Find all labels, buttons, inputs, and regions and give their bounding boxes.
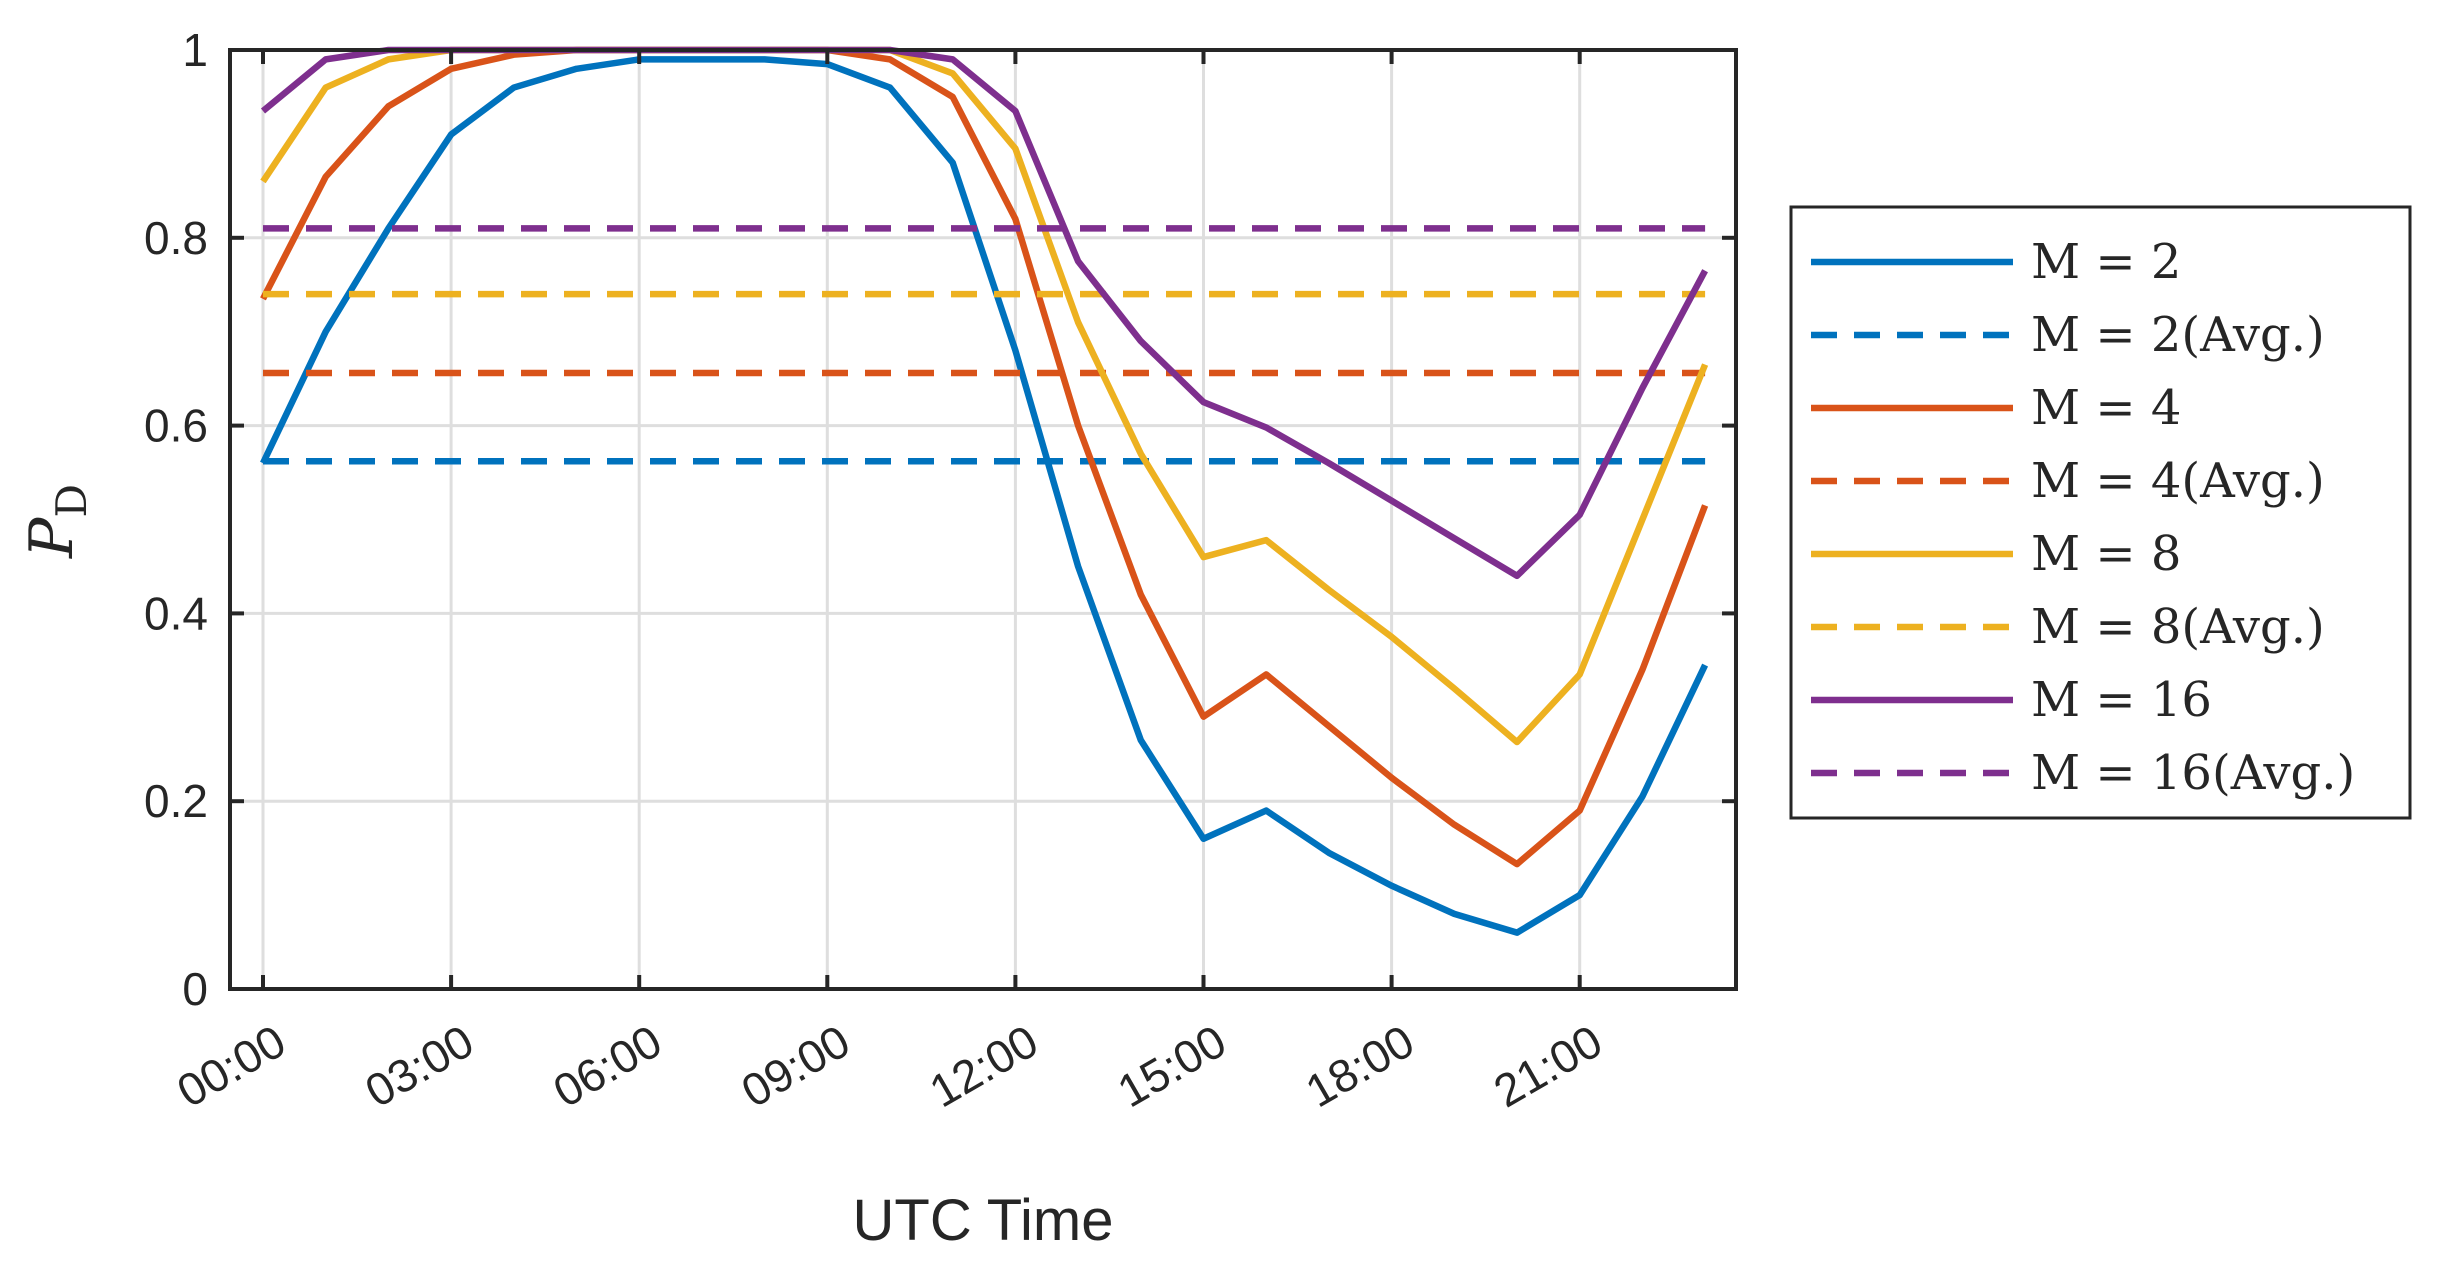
y-axis-label-main: P bbox=[17, 516, 87, 559]
x-tick-label: 00:00 bbox=[168, 1015, 294, 1118]
y-tick-label: 1 bbox=[182, 24, 208, 76]
series-m-16-line bbox=[260, 46, 1708, 580]
axes-box bbox=[228, 48, 1738, 991]
y-tick-label: 0.4 bbox=[144, 587, 208, 639]
x-tick-label: 21:00 bbox=[1485, 1015, 1611, 1118]
x-tick-label: 06:00 bbox=[544, 1015, 670, 1118]
legend-entry-label: M = 4(Avg.) bbox=[2031, 453, 2325, 509]
y-tick-label: 0.8 bbox=[144, 212, 208, 264]
y-tick-label: 0.6 bbox=[144, 400, 208, 452]
ticks: 00:00 03:00 06:00 09:00 12:00 15:00 18:00 21:00… bbox=[144, 24, 1736, 1117]
legend-box bbox=[1789, 205, 2412, 820]
x-tick-label: 18:00 bbox=[1297, 1015, 1423, 1118]
y-axis-label-subscript: D bbox=[47, 484, 96, 518]
svg-text:PD: PD bbox=[17, 484, 96, 559]
y-tick-label: 0.2 bbox=[144, 775, 208, 827]
legend-entry-label: M = 8 bbox=[2031, 526, 2181, 582]
grid-lines bbox=[230, 48, 1736, 991]
x-tick-label: 09:00 bbox=[733, 1015, 859, 1118]
x-tick-label: 03:00 bbox=[356, 1015, 482, 1118]
x-tick-label: 15:00 bbox=[1109, 1015, 1235, 1118]
series-m-2-line bbox=[260, 56, 1709, 936]
series-m-4-line bbox=[260, 46, 1709, 868]
legend-entry-label: M = 4 bbox=[2031, 380, 2181, 436]
x-axis-label: UTC Time bbox=[853, 1188, 1114, 1253]
legend-entry-label: M = 8(Avg.) bbox=[2031, 599, 2325, 655]
legend: M = 2 M = 2(Avg.) M = 4 M = 4(Avg.) M = 8 M =… bbox=[1789, 205, 2412, 820]
x-tick-label: 12:00 bbox=[921, 1015, 1047, 1118]
legend-entry-label: M = 16 bbox=[2031, 672, 2212, 728]
y-axis-label: PD bbox=[17, 484, 96, 559]
legend-entry-label: M = 16(Avg.) bbox=[2031, 745, 2355, 801]
y-tick-label: 0 bbox=[182, 963, 208, 1015]
legend-entry-label: M = 2 bbox=[2031, 234, 2181, 290]
legend-entry-label: M = 2(Avg.) bbox=[2031, 307, 2325, 363]
